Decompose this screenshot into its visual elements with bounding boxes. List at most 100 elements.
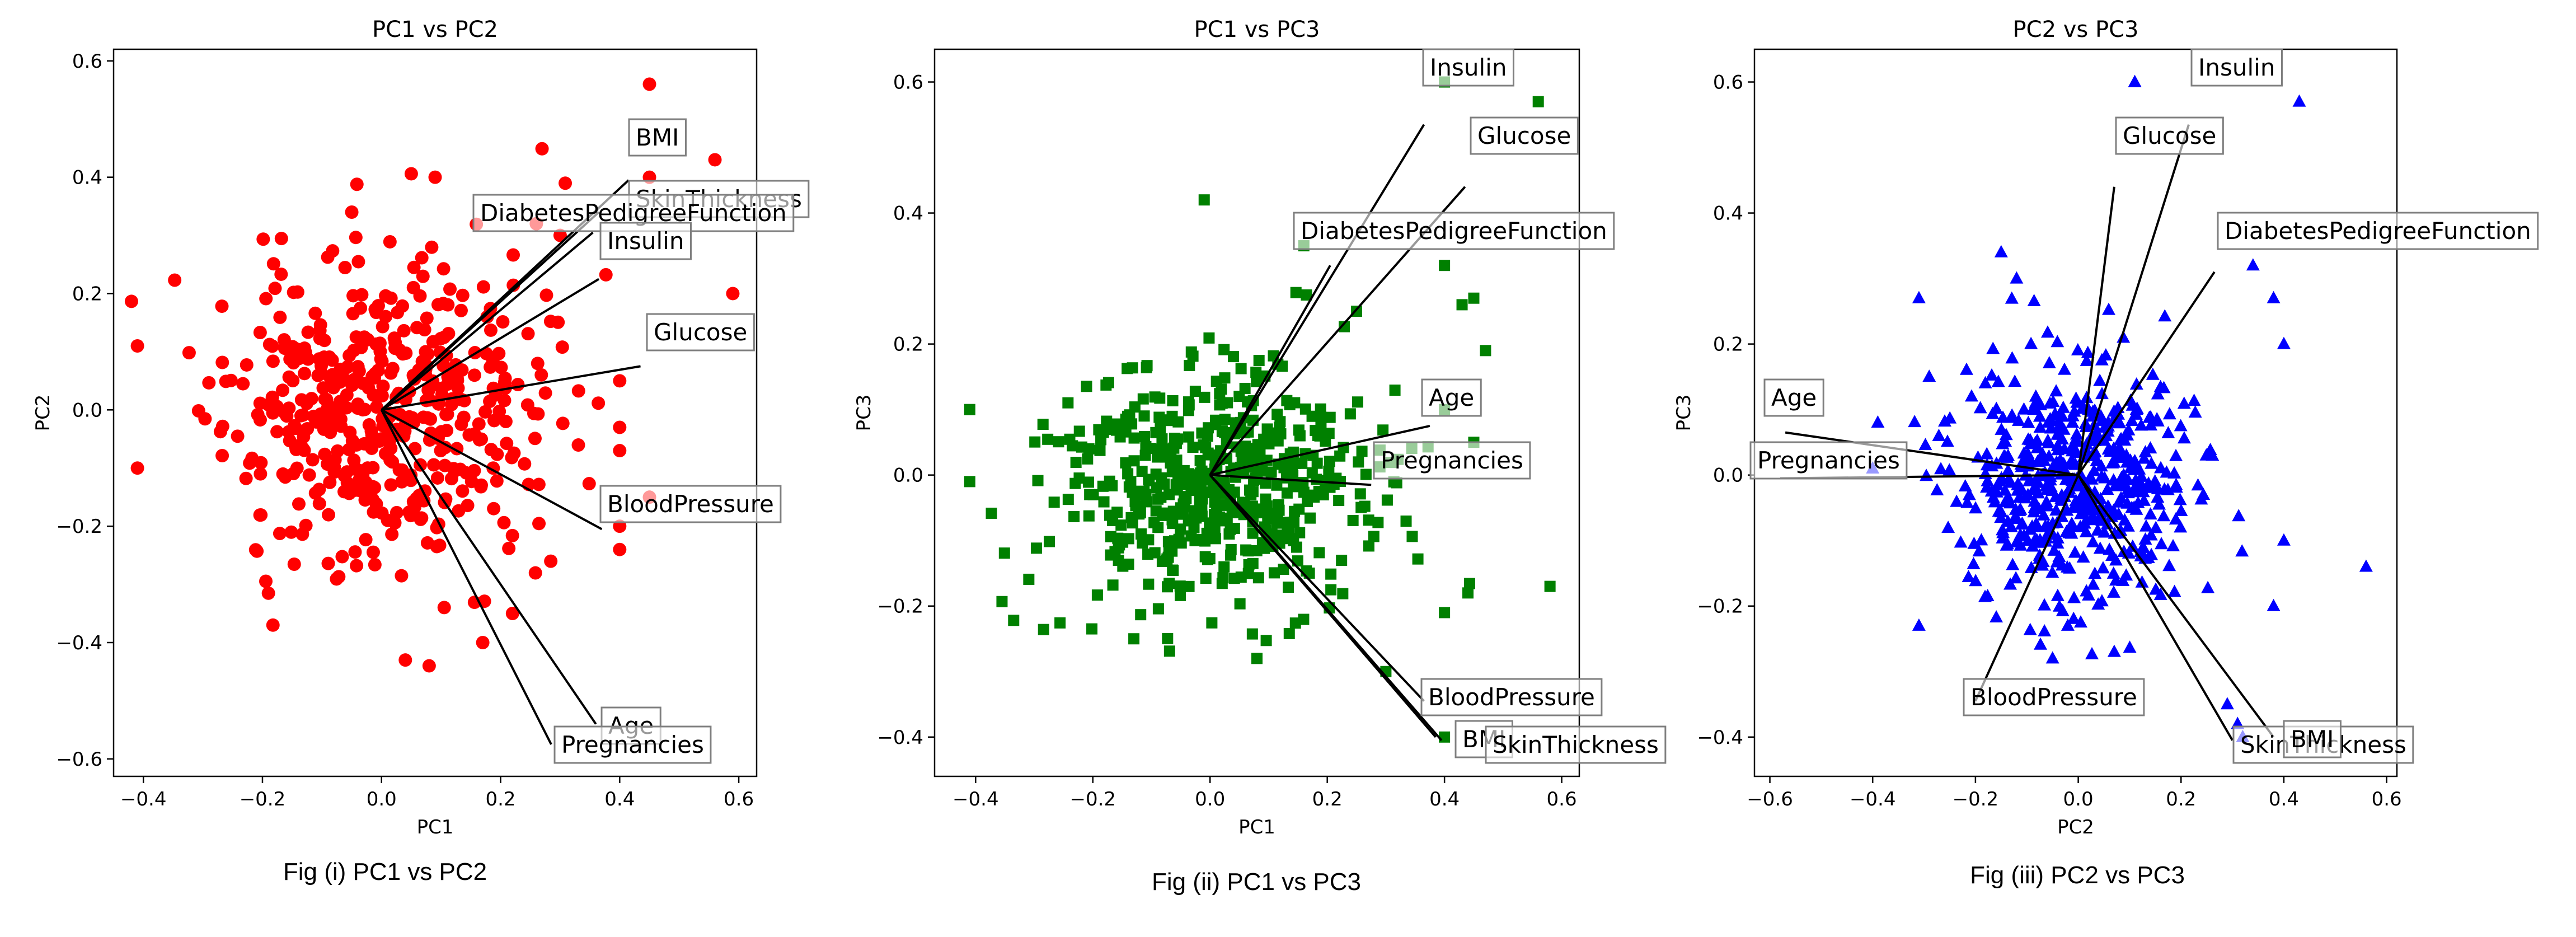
data-point — [1352, 396, 1363, 408]
data-point — [1216, 397, 1228, 409]
data-point — [384, 478, 398, 492]
data-point — [2174, 520, 2188, 533]
x-tick-label: −0.2 — [1953, 788, 1999, 810]
data-point — [1980, 480, 1994, 493]
data-point — [456, 288, 470, 302]
y-tick-label: 0.0 — [1713, 465, 1743, 487]
data-point — [496, 315, 510, 329]
loading-vector — [380, 409, 552, 745]
data-point — [2174, 503, 2188, 516]
data-point — [259, 292, 273, 306]
data-point — [359, 533, 373, 547]
data-point — [1122, 363, 1133, 374]
data-point — [1208, 508, 1220, 520]
data-point — [1306, 410, 1318, 422]
data-point — [1289, 617, 1301, 629]
data-point — [1044, 536, 1055, 547]
data-point — [2070, 395, 2084, 408]
data-point — [1985, 368, 1999, 381]
data-point — [323, 475, 337, 489]
data-point — [1111, 507, 1123, 518]
loading-vector — [381, 231, 594, 411]
data-point — [1219, 414, 1231, 425]
y-tick-label: −0.2 — [56, 516, 102, 538]
vector-label-box — [1763, 378, 1824, 417]
data-point — [2130, 401, 2144, 414]
data-point — [1185, 483, 1197, 495]
data-point — [254, 467, 268, 481]
data-point — [431, 298, 445, 312]
data-point — [182, 346, 196, 360]
vector-label-text: Glucose — [654, 318, 747, 346]
data-point — [385, 527, 399, 541]
loading-vector — [1209, 474, 1425, 702]
data-point — [2103, 444, 2117, 457]
data-point — [406, 280, 420, 294]
x-tick-label: 0.0 — [1195, 788, 1225, 810]
data-point — [1243, 559, 1255, 570]
vector-label-text: Glucose — [2123, 122, 2216, 149]
data-point — [2105, 509, 2119, 522]
data-point — [1143, 578, 1155, 590]
chart-panel-1: −0.4 −0.2 0.0 0.2 0.4 0.6 −0.6 −0.4 −0.2 0.0 0.2 0.… — [32, 17, 810, 886]
data-point — [340, 401, 354, 415]
data-point — [1120, 457, 1132, 468]
data-point — [1359, 500, 1371, 512]
data-point — [273, 310, 287, 324]
data-point — [1128, 633, 1140, 645]
vector-label: Glucose — [646, 313, 755, 352]
data-point — [1107, 579, 1119, 591]
data-point — [2068, 545, 2082, 558]
data-point — [1967, 556, 1981, 569]
data-point — [1070, 457, 1082, 468]
data-point — [348, 545, 362, 559]
loading-vector — [2077, 124, 2190, 476]
data-point — [571, 384, 585, 398]
data-point — [342, 486, 356, 500]
data-point — [1083, 510, 1095, 522]
data-point — [2080, 437, 2094, 450]
data-point — [2049, 455, 2063, 468]
data-point — [2138, 532, 2152, 545]
data-point — [386, 362, 400, 376]
data-point — [1273, 499, 1284, 510]
data-point — [2194, 492, 2208, 505]
x-tick-label: −0.2 — [240, 788, 286, 810]
data-point — [532, 477, 546, 491]
data-point — [2081, 449, 2095, 462]
data-point — [368, 557, 382, 571]
data-point — [2246, 258, 2260, 271]
data-point — [1360, 468, 1372, 480]
data-point — [2090, 453, 2104, 466]
data-point — [1347, 514, 1359, 526]
data-point — [270, 425, 284, 439]
data-point — [472, 433, 486, 447]
data-point — [1198, 194, 1210, 206]
data-point — [1333, 495, 1345, 507]
data-point — [2167, 584, 2181, 597]
data-point — [1456, 299, 1468, 311]
data-point — [2034, 397, 2048, 410]
loading-vector — [381, 211, 600, 411]
data-point — [1260, 635, 1272, 646]
data-point — [1912, 618, 1926, 631]
data-point — [1151, 482, 1162, 494]
vector-label-box — [2115, 116, 2224, 155]
data-point — [215, 419, 229, 433]
data-point — [313, 331, 327, 345]
vector-label: BloodPressure — [599, 485, 782, 523]
vector-label: Pregnancies — [1749, 441, 1908, 480]
data-point — [1203, 332, 1215, 344]
data-point — [2005, 291, 2019, 304]
data-point — [2086, 577, 2100, 590]
chart-title: PC2 vs PC3 — [2013, 17, 2139, 43]
vector-label: Insulin — [599, 222, 692, 260]
data-point — [1969, 501, 1983, 514]
data-point — [1152, 493, 1164, 505]
data-point — [1191, 469, 1203, 481]
x-tick-label: 0.0 — [367, 788, 397, 810]
data-point — [1940, 434, 1954, 447]
data-point — [506, 278, 520, 292]
data-point — [1289, 505, 1301, 517]
data-point — [334, 419, 348, 433]
